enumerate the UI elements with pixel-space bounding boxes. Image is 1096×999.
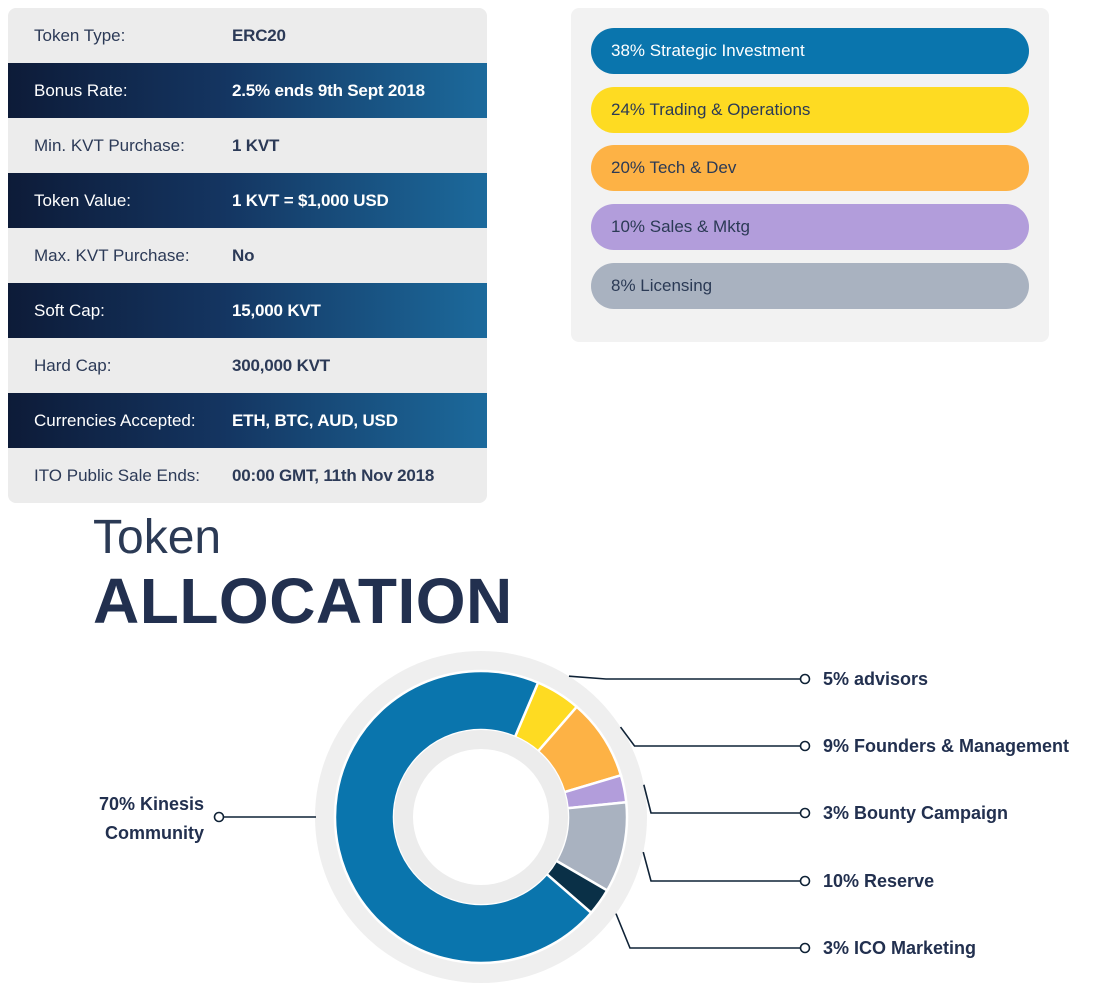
- leader-line: [619, 726, 805, 747]
- leader-line: [642, 851, 805, 882]
- detail-label: Max. KVT Purchase:: [34, 245, 190, 265]
- detail-label: Bonus Rate:: [34, 80, 128, 100]
- detail-value: ETH, BTC, AUD, USD: [232, 410, 398, 430]
- slice-label: 10% Reserve: [823, 871, 934, 891]
- slice-label: Community: [105, 823, 204, 843]
- detail-row: Hard Cap: 300,000 KVT: [8, 338, 487, 393]
- fund-pill: 20% Tech & Dev: [591, 145, 1029, 191]
- fund-pill: 8% Licensing: [591, 263, 1029, 309]
- detail-row: Currencies Accepted: ETH, BTC, AUD, USD: [8, 393, 487, 448]
- detail-row: Bonus Rate: 2.5% ends 9th Sept 2018: [8, 63, 487, 118]
- detail-value: 1 KVT: [232, 135, 280, 155]
- detail-value: 300,000 KVT: [232, 355, 330, 375]
- detail-label: ITO Public Sale Ends:: [34, 465, 200, 485]
- detail-value: 1 KVT = $1,000 USD: [232, 190, 389, 210]
- leader-dot: [213, 811, 225, 823]
- leader-dot: [799, 673, 811, 685]
- detail-label: Token Type:: [34, 25, 126, 45]
- detail-label: Token Value:: [34, 190, 132, 210]
- detail-value: 00:00 GMT, 11th Nov 2018: [232, 465, 435, 485]
- detail-row: Max. KVT Purchase: No: [8, 228, 487, 283]
- heading-token: Token: [93, 511, 222, 564]
- detail-row: Min. KVT Purchase: 1 KVT: [8, 118, 487, 173]
- slice-label: 70% Kinesis: [99, 794, 204, 814]
- slice-label: 3% Bounty Campaign: [823, 803, 1008, 823]
- detail-value: No: [232, 245, 255, 265]
- detail-row: ITO Public Sale Ends: 00:00 GMT, 11th No…: [8, 448, 487, 503]
- fund-pill: 38% Strategic Investment: [591, 28, 1029, 74]
- leader-dot: [799, 942, 811, 954]
- slice-label: 9% Founders & Management: [823, 736, 1069, 756]
- detail-row: Soft Cap: 15,000 KVT: [8, 283, 487, 338]
- leader-dot: [799, 740, 811, 752]
- detail-row: Token Value: 1 KVT = $1,000 USD: [8, 173, 487, 228]
- detail-label: Soft Cap:: [34, 300, 105, 320]
- slice-label: 5% advisors: [823, 669, 928, 689]
- detail-value: ERC20: [232, 25, 286, 45]
- fund-pill: 24% Trading & Operations: [591, 87, 1029, 133]
- leader-dot: [799, 875, 811, 887]
- leader-line: [643, 784, 805, 814]
- detail-label: Hard Cap:: [34, 355, 112, 375]
- slice-label: 3% ICO Marketing: [823, 938, 976, 958]
- detail-label: Currencies Accepted:: [34, 410, 196, 430]
- heading-allocation: ALLOCATION: [93, 565, 513, 637]
- leader-line: [568, 675, 805, 680]
- detail-value: 15,000 KVT: [232, 300, 321, 320]
- detail-row: Token Type: ERC20: [8, 8, 487, 63]
- leader-line: [615, 913, 805, 949]
- donut-hole: [413, 749, 549, 885]
- leader-dot: [799, 807, 811, 819]
- detail-label: Min. KVT Purchase:: [34, 135, 185, 155]
- detail-value: 2.5% ends 9th Sept 2018: [232, 80, 425, 100]
- fund-pill: 10% Sales & Mktg: [591, 204, 1029, 250]
- funds-allocation-legend: 38% Strategic Investment 24% Trading & O…: [571, 8, 1049, 342]
- token-details-table: Token Type: ERC20 Bonus Rate: 2.5% ends …: [8, 8, 487, 503]
